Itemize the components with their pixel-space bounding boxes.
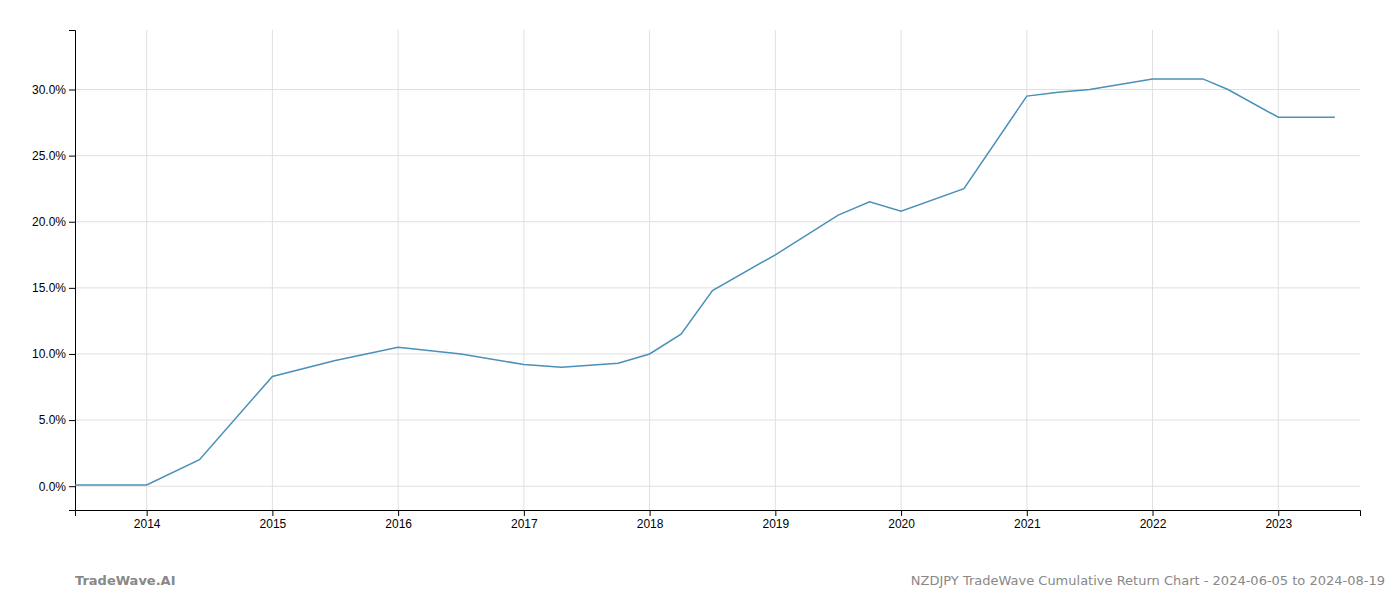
y-axis: 0.0% 5.0% 10.0% 15.0% 20.0% 25.0% 30.0% <box>32 31 76 511</box>
x-tick-label: 2016 <box>385 517 412 531</box>
grid-line-y <box>75 221 1360 222</box>
y-tick: 25.0% <box>32 149 75 163</box>
y-tick: 0.0% <box>39 480 75 494</box>
grid <box>75 30 1360 510</box>
y-tick: 20.0% <box>32 215 75 229</box>
x-tick: 2019 <box>762 510 789 531</box>
grid-line-y <box>75 353 1360 354</box>
x-tick-label: 2017 <box>511 517 538 531</box>
x-tick: 2023 <box>1265 510 1292 531</box>
x-tick-mark <box>524 510 525 516</box>
x-tick: 2016 <box>385 510 412 531</box>
x-tick-mark <box>147 510 148 516</box>
grid-line-x <box>146 30 147 510</box>
x-tick-label: 2014 <box>134 517 161 531</box>
x-axis: 2014 2015 2016 2017 2018 2019 2020 2021 2022 2023 <box>76 510 1361 531</box>
y-tick-mark <box>69 420 75 421</box>
x-tick-label: 2018 <box>637 517 664 531</box>
grid-line-x <box>775 30 776 510</box>
x-tick-label: 2022 <box>1140 517 1167 531</box>
y-tick-mark <box>69 90 75 91</box>
grid-line-x <box>1026 30 1027 510</box>
y-tick-mark <box>69 222 75 223</box>
grid-line-x <box>1152 30 1153 510</box>
y-tick: 15.0% <box>32 281 75 295</box>
grid-line-x <box>1278 30 1279 510</box>
line <box>75 79 1335 485</box>
x-tick-label: 2019 <box>762 517 789 531</box>
grid-line-x <box>398 30 399 510</box>
x-tick-mark <box>1278 510 1279 516</box>
y-tick: 10.0% <box>32 347 75 361</box>
grid-line-y <box>75 89 1360 90</box>
x-tick-mark <box>650 510 651 516</box>
x-tick-label: 2020 <box>888 517 915 531</box>
x-tick-label: 2023 <box>1265 517 1292 531</box>
grid-line-x <box>523 30 524 510</box>
x-tick: 2017 <box>511 510 538 531</box>
plot: 2014 2015 2016 2017 2018 2019 2020 2021 2022 2023… <box>32 30 1361 531</box>
y-tick-label: 5.0% <box>39 413 67 427</box>
grid-line-y <box>75 420 1360 421</box>
y-tick-label: 0.0% <box>39 480 67 494</box>
x-tick-mark <box>901 510 902 516</box>
x-tick-mark <box>398 510 399 516</box>
grid-line-x <box>901 30 902 510</box>
y-tick-label: 15.0% <box>32 281 66 295</box>
grid-line-y <box>75 155 1360 156</box>
x-tick-mark <box>775 510 776 516</box>
y-tick-mark <box>69 486 75 487</box>
footer-right: NZDJPY TradeWave Cumulative Return Chart… <box>911 573 1385 588</box>
y-tick-label: 30.0% <box>32 83 66 97</box>
y-tick: 5.0% <box>39 413 75 427</box>
x-tick-label: 2015 <box>260 517 287 531</box>
x-tick-mark <box>1027 510 1028 516</box>
marks <box>75 79 1335 485</box>
y-tick-label: 20.0% <box>32 215 66 229</box>
y-tick-mark <box>69 354 75 355</box>
x-tick: 2014 <box>134 510 161 531</box>
grid-line-x <box>649 30 650 510</box>
y-tick-mark <box>69 288 75 289</box>
x-axis-line <box>76 511 1361 517</box>
footer-left: TradeWave.AI <box>75 573 176 588</box>
x-tick: 2015 <box>260 510 287 531</box>
chart: 2014 2015 2016 2017 2018 2019 2020 2021 2022 2023… <box>0 0 1400 600</box>
y-tick-mark <box>69 156 75 157</box>
y-tick-label: 25.0% <box>32 149 66 163</box>
x-tick: 2018 <box>637 510 664 531</box>
x-tick: 2021 <box>1014 510 1041 531</box>
y-axis-line <box>69 31 76 511</box>
x-tick-mark <box>1153 510 1154 516</box>
x-tick-label: 2021 <box>1014 517 1041 531</box>
y-tick-label: 10.0% <box>32 347 66 361</box>
x-tick: 2022 <box>1140 510 1167 531</box>
grid-line-x <box>272 30 273 510</box>
x-tick: 2020 <box>888 510 915 531</box>
y-tick: 30.0% <box>32 83 75 97</box>
x-tick-mark <box>272 510 273 516</box>
grid-line-y <box>75 486 1360 487</box>
